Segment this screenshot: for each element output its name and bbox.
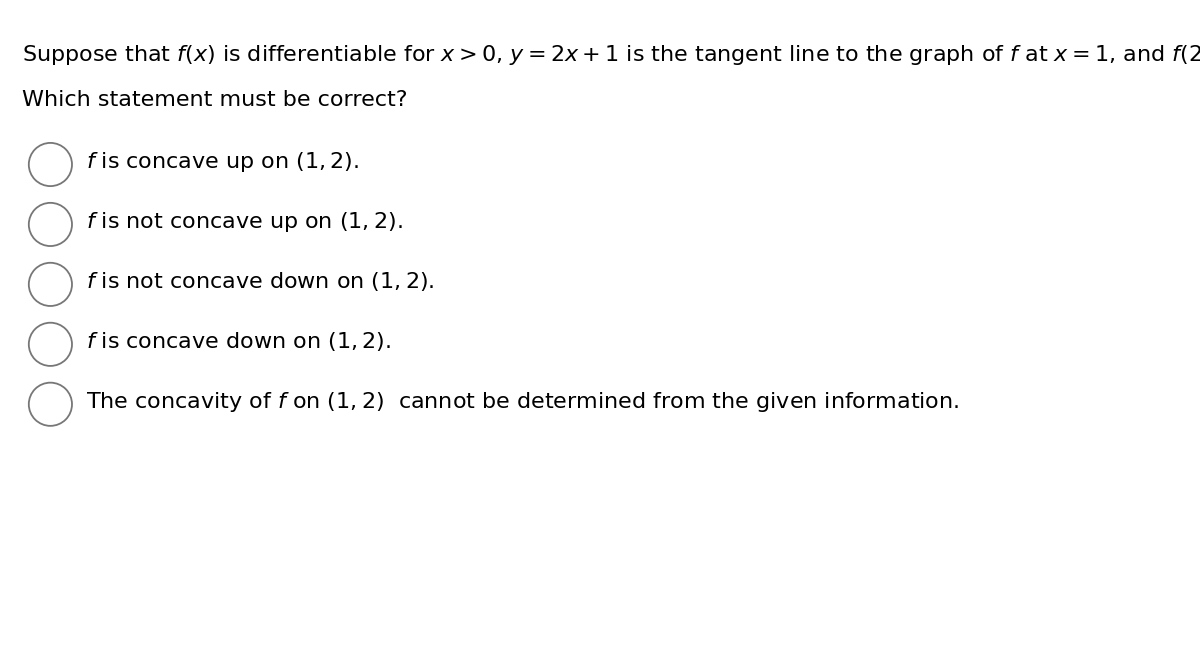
Text: The concavity of $f$ on $(1, 2)$  cannot be determined from the given informatio: The concavity of $f$ on $(1, 2)$ cannot … — [86, 390, 960, 414]
Ellipse shape — [29, 263, 72, 306]
Text: $f$ is concave up on $(1, 2)$.: $f$ is concave up on $(1, 2)$. — [86, 150, 360, 174]
Text: $f$ is not concave up on $(1, 2)$.: $f$ is not concave up on $(1, 2)$. — [86, 210, 403, 234]
Text: $f$ is concave down on $(1, 2)$.: $f$ is concave down on $(1, 2)$. — [86, 330, 391, 353]
Ellipse shape — [29, 143, 72, 186]
Ellipse shape — [29, 383, 72, 426]
Ellipse shape — [29, 203, 72, 246]
Text: Suppose that $f(x)$ is differentiable for $x > 0$, $y = 2x + 1$ is the tangent l: Suppose that $f(x)$ is differentiable fo… — [22, 43, 1200, 67]
Text: Which statement must be correct?: Which statement must be correct? — [22, 90, 407, 110]
Ellipse shape — [29, 323, 72, 366]
Text: $f$ is not concave down on $(1, 2)$.: $f$ is not concave down on $(1, 2)$. — [86, 270, 436, 293]
